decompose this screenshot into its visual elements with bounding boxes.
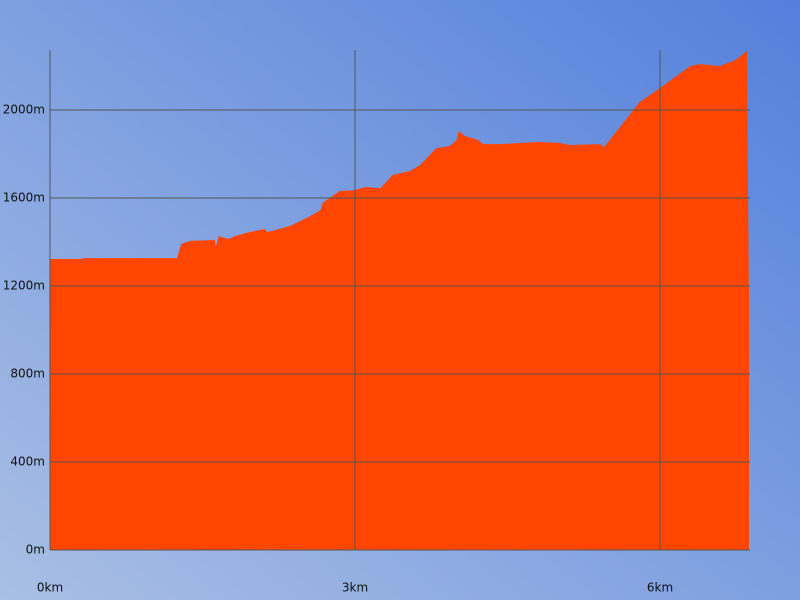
elevation-area: [50, 51, 749, 551]
y-tick-label: 2000m: [3, 103, 45, 117]
y-tick-label: 400m: [10, 455, 45, 469]
x-tick-label: 3km: [342, 581, 368, 595]
y-tick-label: 1600m: [3, 191, 45, 205]
y-tick-label: 800m: [10, 367, 45, 381]
y-tick-label: 1200m: [3, 279, 45, 293]
x-tick-label: 0km: [37, 581, 63, 595]
x-tick-label: 6km: [647, 581, 673, 595]
y-tick-label: 0m: [26, 543, 45, 557]
